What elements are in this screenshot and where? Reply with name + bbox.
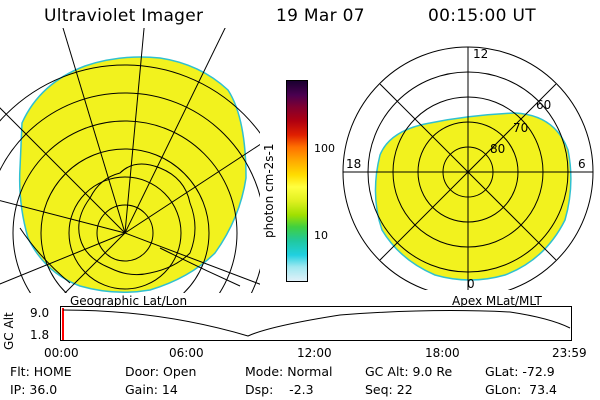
mlt-label-6: 6 xyxy=(578,157,586,171)
status-mode: Mode: Normal xyxy=(245,364,333,379)
status-gain: Gain: 14 xyxy=(125,382,178,397)
right-map-caption: Apex MLat/MLT xyxy=(452,294,542,308)
timeline-axis-label: GC Alt xyxy=(2,312,16,350)
timeline-xtick-1800: 18:00 xyxy=(425,346,460,360)
status-flt: Flt: HOME xyxy=(10,364,72,379)
mlt-label-0: 0 xyxy=(467,277,475,291)
geographic-map xyxy=(0,28,260,293)
mlt-label-12: 12 xyxy=(473,47,489,61)
time-label: 00:15:00 UT xyxy=(428,6,536,26)
left-map-fill xyxy=(18,56,247,293)
colorbar-unit-label: photon cm-2s-1 xyxy=(262,143,276,239)
timeline-xtick-0000: 00:00 xyxy=(44,346,79,360)
altitude-timeline xyxy=(60,306,572,341)
mlat-label-60: 60 xyxy=(536,98,552,112)
timeline-ytick-1.8: 1.8 xyxy=(30,328,50,342)
continent-outline xyxy=(78,163,196,276)
colorbar-tick-100: 100 xyxy=(314,142,335,155)
status-glat: GLat: -72.9 xyxy=(485,364,555,379)
status-gcalt: GC Alt: 9.0 Re xyxy=(365,364,453,379)
apex-polar-plot xyxy=(342,46,594,290)
color-bar xyxy=(286,80,308,282)
status-ip: IP: 36.0 xyxy=(10,382,58,397)
app-title: Ultraviolet Imager xyxy=(44,6,204,26)
status-door: Door: Open xyxy=(125,364,197,379)
mlat-label-70: 70 xyxy=(513,121,529,135)
mlt-label-18: 18 xyxy=(346,157,362,171)
timeline-ytick-9: 9.0 xyxy=(30,306,50,320)
status-glon: GLon: 73.4 xyxy=(485,382,557,397)
timeline-xtick-1200: 12:00 xyxy=(297,346,332,360)
colorbar-tick-10: 10 xyxy=(314,229,328,242)
status-dsp: Dsp: -2.3 xyxy=(245,382,314,397)
altitude-curve xyxy=(62,309,571,337)
timeline-xtick-2359: 23:59 xyxy=(552,346,587,360)
mlat-label-80: 80 xyxy=(490,142,506,156)
left-map-caption: Geographic Lat/Lon xyxy=(70,294,188,308)
date-label: 19 Mar 07 xyxy=(276,6,365,26)
timeline-xtick-0600: 06:00 xyxy=(169,346,204,360)
status-seq: Seq: 22 xyxy=(365,382,413,397)
